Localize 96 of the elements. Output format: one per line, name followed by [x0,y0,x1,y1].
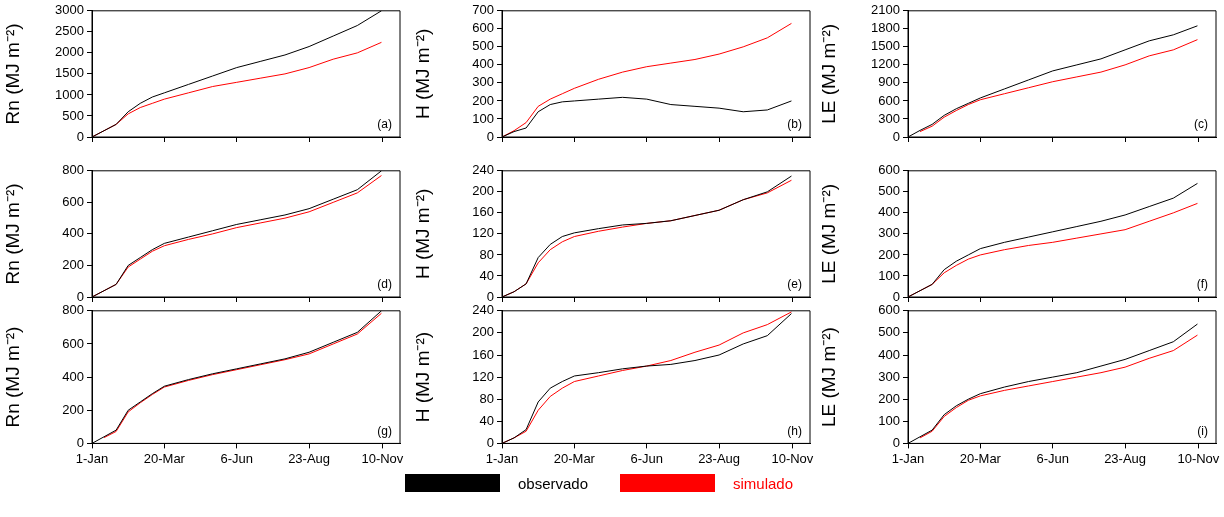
y-tick-label: 200 [62,401,84,417]
x-tick-label: 1-Jan [75,450,109,466]
y-tick-label: 500 [472,38,494,54]
y-tick-label: 400 [878,346,900,362]
x-tick-label: 1-Jan [485,450,519,466]
text: simulado [733,474,794,492]
x-tick-label: 20-Mar [143,450,186,466]
y-tick-label: 2000 [55,44,84,60]
y-tick-label: 300 [472,74,494,90]
y-tick-label: 160 [472,346,494,362]
x-tick-label: 10-Nov [771,450,814,466]
y-axis-title: LE (MJ m⁻²) [817,327,839,428]
y-tick-label: 800 [62,302,84,318]
y-tick-label: 160 [472,204,494,220]
y-tick-label: 0 [892,128,900,144]
y-tick-label: 3000 [55,2,84,18]
annotation: (h) [787,423,802,438]
y-tick-label: 1500 [871,38,900,54]
x-tick-label: 23-Aug [698,450,741,466]
x-tick-label: 23-Aug [1104,450,1147,466]
y-tick-label: 600 [472,20,494,36]
annotation: (f) [1196,277,1208,292]
x-tick-label: 10-Nov [1177,450,1220,466]
y-tick-label: 600 [62,335,84,351]
annotation: (g) [377,423,392,438]
y-tick-label: 800 [62,162,84,178]
y-tick-label: 500 [878,183,900,199]
y-tick-label: 240 [472,162,494,178]
y-axis-title: H (MJ m⁻²) [411,331,433,423]
y-tick-label: 200 [878,246,900,262]
y-tick-label: 0 [892,288,900,304]
y-tick-label: 0 [76,288,84,304]
y-tick-label: 200 [878,390,900,406]
y-tick-label: 600 [878,302,900,318]
annotation: (a) [377,117,392,132]
y-tick-label: 0 [76,128,84,144]
annotation: (b) [787,117,802,132]
y-tick-label: 0 [76,434,84,450]
y-tick-label: 600 [62,193,84,209]
x-tick-label: 10-Nov [361,450,404,466]
y-tick-label: 1200 [871,56,900,72]
y-tick-label: 40 [479,267,494,283]
y-tick-label: 200 [472,324,494,340]
y-tick-label: 500 [878,324,900,340]
y-axis-title: Rn (MJ m⁻²) [1,183,23,285]
y-axis-title: Rn (MJ m⁻²) [1,326,23,428]
y-tick-label: 0 [486,434,494,450]
y-tick-label: 500 [62,107,84,123]
x-tick-label: 23-Aug [288,450,331,466]
y-tick-label: 0 [486,288,494,304]
y-tick-label: 100 [878,267,900,283]
y-tick-label: 300 [878,110,900,126]
y-tick-label: 2500 [55,23,84,39]
y-tick-label: 0 [486,128,494,144]
x-tick-label: 20-Mar [959,450,1002,466]
x-tick-label: 1-Jan [891,450,925,466]
y-tick-label: 1500 [55,65,84,81]
y-tick-label: 240 [472,302,494,318]
y-tick-label: 1000 [55,86,84,102]
y-tick-label: 1800 [871,20,900,36]
x-tick-label: 6-Jun [630,450,663,466]
y-tick-label: 120 [472,225,494,241]
y-tick-label: 0 [892,434,900,450]
y-tick-label: 900 [878,74,900,90]
y-axis-title: LE (MJ m⁻²) [817,183,839,284]
text: observado [518,474,589,492]
y-tick-label: 600 [878,162,900,178]
y-tick-label: 200 [472,92,494,108]
y-tick-label: 700 [472,2,494,18]
y-tick-label: 100 [472,110,494,126]
y-tick-label: 400 [472,56,494,72]
y-tick-label: 200 [472,183,494,199]
annotation: (e) [787,277,802,292]
y-tick-label: 120 [472,368,494,384]
y-axis-title: H (MJ m⁻²) [411,28,433,120]
y-axis-title: H (MJ m⁻²) [411,188,433,280]
y-tick-label: 300 [878,368,900,384]
x-tick-label: 6-Jun [220,450,253,466]
y-tick-label: 200 [62,257,84,273]
annotation: (d) [377,277,392,292]
y-axis-title: Rn (MJ m⁻²) [1,23,23,125]
x-tick-label: 6-Jun [1036,450,1069,466]
y-tick-label: 300 [878,225,900,241]
y-tick-label: 80 [479,246,494,262]
y-tick-label: 40 [479,412,494,428]
y-tick-label: 400 [62,225,84,241]
y-tick-label: 2100 [871,2,900,18]
y-tick-label: 100 [878,412,900,428]
x-tick-label: 20-Mar [553,450,596,466]
y-axis-title: LE (MJ m⁻²) [817,23,839,124]
y-tick-label: 400 [878,204,900,220]
annotation: (c) [1194,117,1208,132]
annotation: (i) [1197,423,1208,438]
y-tick-label: 600 [878,92,900,108]
y-tick-label: 80 [479,390,494,406]
y-tick-label: 400 [62,368,84,384]
